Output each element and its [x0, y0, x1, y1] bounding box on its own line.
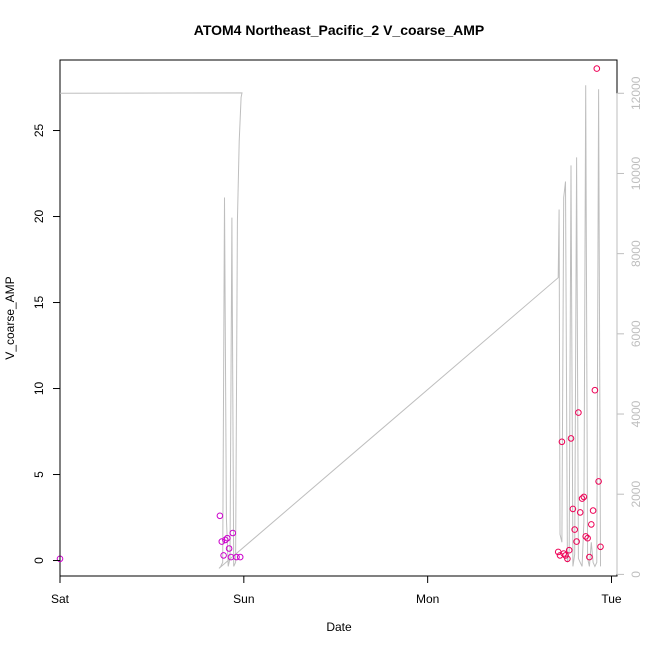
- data-point: [584, 534, 591, 542]
- x-tick-label: Sun: [233, 592, 254, 606]
- x-axis-label: Date: [326, 620, 352, 634]
- x-tick-label: Tue: [601, 592, 622, 606]
- data-point: [591, 386, 599, 394]
- x-axis: Sat Sun Mon Tue: [51, 575, 622, 606]
- y2-tick-label: 8000: [629, 240, 643, 267]
- data-point: [573, 538, 580, 545]
- y2-tick-label: 10000: [629, 156, 643, 190]
- data-point: [218, 538, 226, 545]
- data-point: [593, 65, 601, 72]
- data-point: [580, 493, 588, 501]
- data-point: [233, 553, 240, 561]
- data-point: [560, 550, 568, 557]
- y-axis-left: 0 5 10 15 20 25: [32, 124, 61, 564]
- data-point: [582, 533, 590, 540]
- data-point: [224, 534, 231, 542]
- data-point: [586, 553, 593, 561]
- data-point: [236, 553, 244, 561]
- data-point: [564, 555, 571, 563]
- data-point: [565, 546, 573, 554]
- data-point: [558, 438, 566, 446]
- chart-title: ATOM4 Northeast_Pacific_2 V_coarse_AMP: [194, 22, 485, 38]
- left-axis-point-series: [56, 65, 604, 563]
- right-axis-line-series: [59, 85, 601, 569]
- data-point: [589, 507, 597, 514]
- y2-tick-label: 4000: [629, 400, 643, 427]
- data-point: [227, 553, 235, 561]
- data-point: [576, 509, 584, 516]
- y-tick-label: 20: [32, 210, 46, 224]
- y2-tick-label: 12000: [629, 76, 643, 110]
- data-point: [225, 545, 233, 552]
- y-axis-label: V_coarse_AMP: [3, 276, 17, 359]
- data-point: [575, 409, 582, 416]
- y-tick-label: 5: [32, 471, 46, 478]
- y-tick-label: 0: [32, 557, 46, 564]
- data-point: [595, 478, 602, 485]
- y-axis-right: 0 2000 4000 6000 8000 10000 12000: [616, 76, 643, 578]
- data-point: [597, 543, 604, 551]
- x-tick-label: Mon: [416, 592, 439, 606]
- data-point: [229, 529, 237, 537]
- plot-frame: [59, 59, 618, 577]
- y2-tick-label: 2000: [629, 481, 643, 508]
- data-point: [571, 526, 579, 533]
- data-point: [222, 536, 229, 544]
- data-point: [562, 552, 569, 559]
- right-axis-line: [59, 85, 601, 569]
- data-point: [569, 505, 577, 513]
- y-tick-label: 25: [32, 124, 46, 138]
- y2-tick-label: 6000: [629, 320, 643, 347]
- data-point: [578, 495, 586, 502]
- data-point: [216, 512, 224, 520]
- y-tick-label: 10: [32, 382, 46, 396]
- x-tick-label: Sat: [51, 592, 70, 606]
- data-point: [220, 552, 227, 559]
- data-point: [588, 521, 595, 528]
- data-point: [567, 435, 575, 442]
- y2-tick-label: 0: [629, 571, 643, 578]
- y-tick-label: 15: [32, 296, 46, 310]
